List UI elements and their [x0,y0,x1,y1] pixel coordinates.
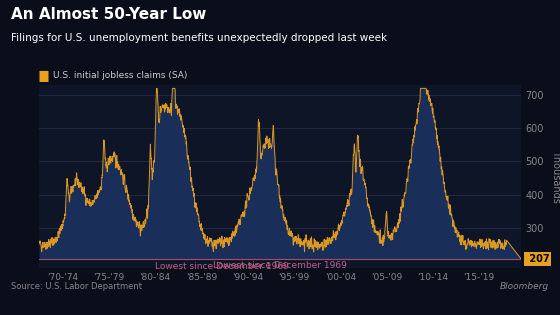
Text: Source: U.S. Labor Department: Source: U.S. Labor Department [11,282,142,291]
Y-axis label: Thousands: Thousands [551,150,560,203]
Text: 207: 207 [526,254,549,264]
Text: Bloomberg: Bloomberg [500,282,549,291]
Text: Lowest since December 1969: Lowest since December 1969 [213,261,347,271]
Text: U.S. initial jobless claims (SA): U.S. initial jobless claims (SA) [53,71,188,80]
Text: An Almost 50-Year Low: An Almost 50-Year Low [11,7,207,22]
Text: Lowest since December 1969: Lowest since December 1969 [155,262,289,271]
Text: Filings for U.S. unemployment benefits unexpectedly dropped last week: Filings for U.S. unemployment benefits u… [11,33,388,43]
